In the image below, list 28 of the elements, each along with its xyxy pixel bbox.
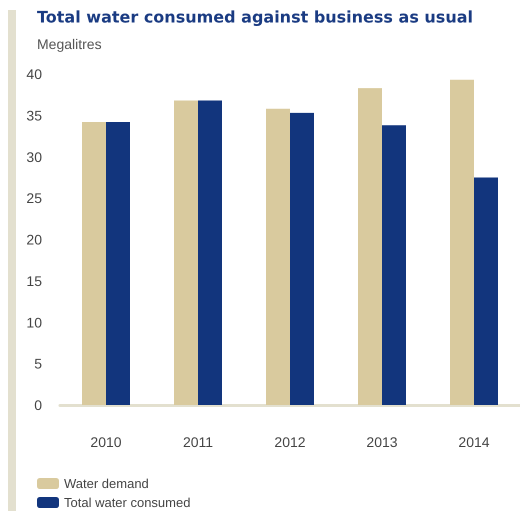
- bar: [290, 112, 314, 405]
- legend-label: Total water consumed: [64, 495, 190, 510]
- x-tick-label: 2012: [274, 434, 306, 450]
- bar: [174, 100, 198, 405]
- y-tick-label: 15: [26, 272, 42, 289]
- bar: [106, 122, 130, 405]
- x-tick-label: 2010: [90, 434, 122, 450]
- y-tick-label: 40: [26, 66, 42, 82]
- x-tick-label: 2014: [458, 434, 490, 450]
- y-tick-label: 20: [26, 232, 42, 248]
- bar: [266, 108, 290, 405]
- y-tick-label: 10: [26, 314, 42, 330]
- bar: [198, 100, 222, 405]
- x-tick-label: 2013: [366, 434, 398, 450]
- bar: [450, 80, 474, 405]
- y-tick-label: 25: [26, 190, 42, 206]
- bar: [382, 125, 406, 405]
- legend-label: Water demand: [64, 476, 149, 491]
- y-tick-label: 35: [26, 107, 42, 124]
- bar: [82, 122, 106, 405]
- y-tick-label: 0: [34, 397, 42, 413]
- y-tick-label: 30: [26, 148, 42, 165]
- bar: [474, 177, 498, 405]
- bar: [358, 88, 382, 405]
- chart-title: Total water consumed against business as usual: [37, 8, 473, 26]
- y-tick-label: 5: [34, 356, 42, 372]
- x-tick-label: 2011: [182, 434, 214, 450]
- y-axis-title: Megalitres: [37, 36, 102, 52]
